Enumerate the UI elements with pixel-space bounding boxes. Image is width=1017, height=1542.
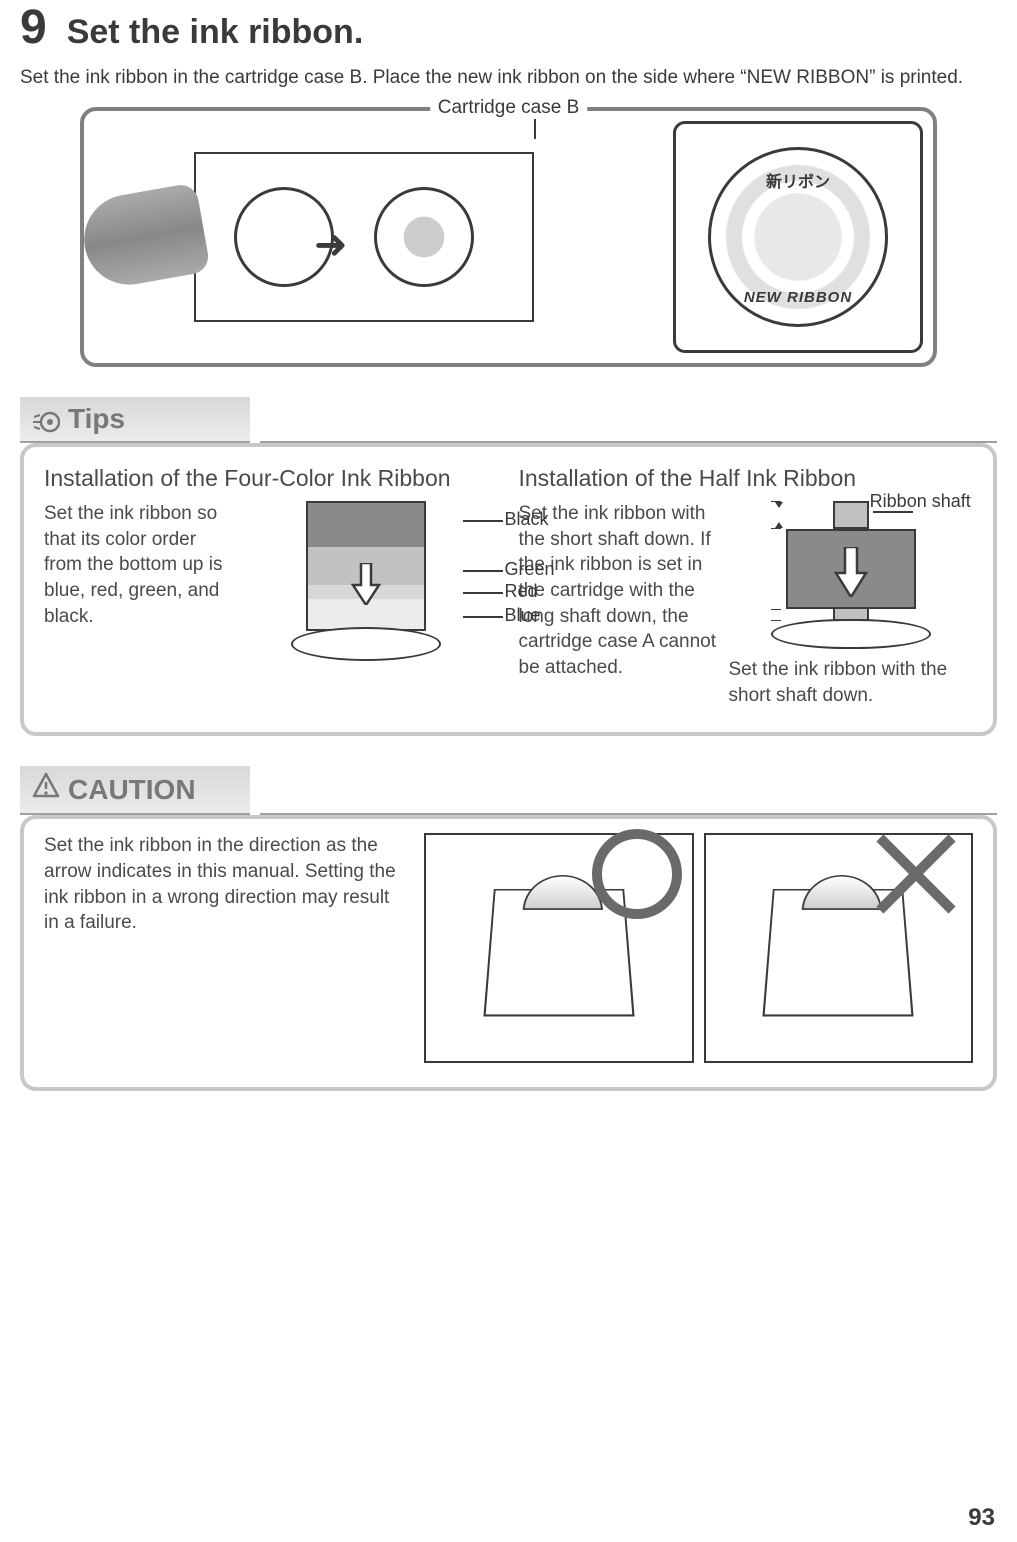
wrong-mark-icon [871,829,961,919]
tips-four-color-title: Installation of the Four-Color Ink Ribbo… [44,461,499,496]
caution-header: CAUTION [20,766,997,815]
intro-text: Set the ink ribbon in the cartridge case… [20,65,997,92]
page-number: 93 [968,1504,995,1532]
tips-box: Installation of the Four-Color Ink Ribbo… [20,443,997,737]
caution-box: Set the ink ribbon in the direction as t… [20,815,997,1091]
ribbon-shaft-label: Ribbon shaft [870,491,971,513]
half-ribbon-figure: Ribbon shaft [741,501,961,649]
tips-label: Tips [68,403,125,435]
step-number: 9 [20,0,47,55]
caution-correct-figure [424,833,694,1063]
tips-header: Tips [20,397,997,443]
tips-half-ribbon: Installation of the Half Ink Ribbon Set … [519,461,974,709]
disc-label-en: NEW RIBBON [744,289,852,306]
step-title: Set the ink ribbon. [67,13,364,52]
ribbon-stack-figure [306,501,426,631]
tips-four-color: Installation of the Four-Color Ink Ribbo… [44,461,499,709]
tips-half-note: Set the ink ribbon with the short shaft … [729,657,974,708]
label-blue: Blue [505,605,541,626]
caution-label: CAUTION [68,774,196,806]
caution-wrong-figure [704,833,974,1063]
correct-mark-icon [592,829,682,919]
tips-four-color-body: Set the ink ribbon so that its color ord… [44,501,224,691]
ribbon-base-icon [291,627,441,661]
detail-inset: 新リボン NEW RIBBON [673,121,923,353]
tips-icon [32,408,60,430]
figure-label-cartridge-b: Cartridge case B [430,97,588,119]
main-figure: Cartridge case B ➜ 新リボン NEW RIBBON [80,107,937,367]
label-red: Red [505,581,538,602]
caution-icon [32,772,60,807]
down-arrow-icon [834,547,868,597]
label-green: Green [505,559,555,580]
label-black: Black [505,509,549,530]
label-pointer-line [534,119,536,139]
tips-half-body: Set the ink ribbon with the short shaft … [519,501,719,708]
tips-half-title: Installation of the Half Ink Ribbon [519,461,974,496]
caution-text: Set the ink ribbon in the direction as t… [44,833,404,1063]
ribbon-disc-icon: 新リボン NEW RIBBON [708,147,888,327]
disc-label-jp: 新リボン [766,168,830,192]
down-arrow-icon [351,563,381,605]
